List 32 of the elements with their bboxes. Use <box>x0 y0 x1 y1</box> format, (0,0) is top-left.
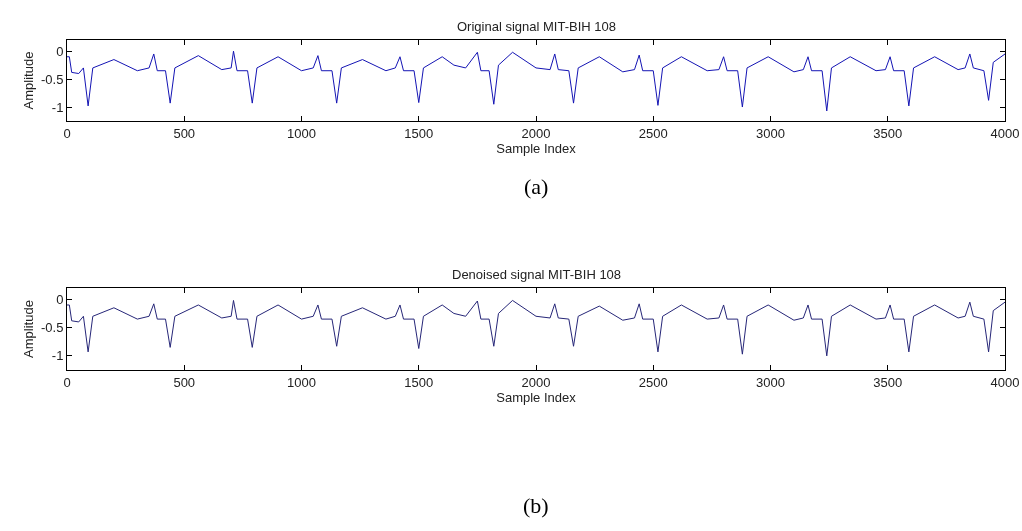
x-tick-label: 1000 <box>287 125 316 141</box>
x-tick-label: 500 <box>173 125 196 141</box>
x-tick-label: 3000 <box>756 374 785 390</box>
text: (a) <box>524 174 549 199</box>
x-tick-label: 2000 <box>521 125 551 141</box>
chart-title: Denoised signal MIT-BIH 108 <box>452 267 622 282</box>
x-axis-title: Sample Index <box>496 140 577 156</box>
y-tick-label: -1 <box>51 348 64 364</box>
y-axis-title: Amplitude <box>20 300 36 358</box>
x-tick-label: 3500 <box>873 374 903 390</box>
y-tick-label: 0 <box>56 43 64 59</box>
x-tick-label: 3500 <box>873 125 903 141</box>
x-axis-title: Sample Index <box>496 389 577 405</box>
chart-title: Original signal MIT-BIH 108 <box>457 19 616 34</box>
x-tick-label: 2500 <box>638 374 668 390</box>
x-tick-label: 1500 <box>404 125 434 141</box>
y-tick-label: -0.5 <box>40 71 64 87</box>
y-tick-label: -1 <box>51 99 64 115</box>
text: (b) <box>523 493 549 518</box>
x-tick-label: 500 <box>173 374 196 390</box>
y-tick-label: 0 <box>56 291 64 307</box>
y-axis-title: Amplitude <box>20 51 36 110</box>
x-tick-label: 4000 <box>990 374 1020 390</box>
x-tick-label: 2500 <box>638 125 668 141</box>
x-tick-label: 1000 <box>287 374 316 390</box>
x-tick-label: 4000 <box>990 125 1020 141</box>
line-series <box>67 299 1005 357</box>
y-tick-label: -0.5 <box>40 320 64 336</box>
x-tick-label: 2000 <box>521 374 551 390</box>
x-tick-label: 1500 <box>404 374 434 390</box>
line-series <box>67 50 1005 112</box>
x-tick-label: 3000 <box>756 125 785 141</box>
